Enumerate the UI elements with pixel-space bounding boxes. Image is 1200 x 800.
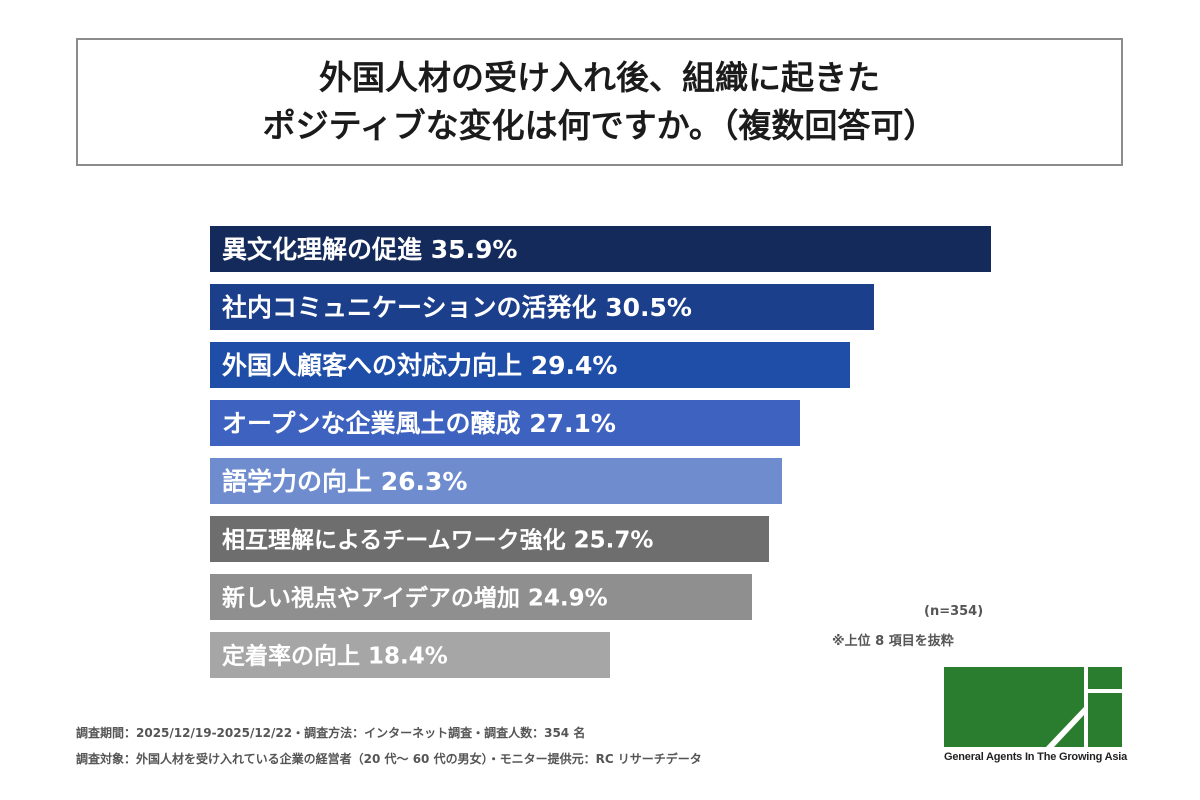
- bar-label-3: 外国人顧客への対応力向上 29.4%: [222, 351, 617, 380]
- bar-label-6: 相互理解によるチームワーク強化 25.7%: [222, 526, 653, 553]
- bar-4: [210, 400, 800, 446]
- bar-label-1: 異文化理解の促進 35.9%: [222, 235, 517, 264]
- bar-8: [210, 632, 610, 678]
- logo-diagonal-mark: [1046, 707, 1084, 747]
- extract-note: ※上位 8 項目を抜粋: [832, 634, 954, 649]
- logo-text: General Agents In The Growing Asia: [944, 751, 1128, 763]
- bar-label-4: オープンな企業風土の醸成 27.1%: [222, 409, 616, 438]
- bar-label-7: 新しい視点やアイデアの増加 24.9%: [222, 584, 608, 611]
- logo-block-right: [1088, 693, 1122, 747]
- title-box: 外国人材の受け入れ後、組織に起きた ポジティブな変化は何ですか。（複数回答可）: [76, 38, 1123, 166]
- bar-7: [210, 574, 752, 620]
- footer-survey-period: 調査期間：2025/12/19-2025/12/22・調査方法：インターネット調…: [76, 726, 586, 740]
- logo-block-top-right: [1088, 667, 1122, 689]
- company-logo: [944, 667, 1122, 747]
- bar-2: [210, 284, 874, 330]
- bar-label-2: 社内コミュニケーションの活発化 30.5%: [222, 293, 692, 322]
- chart-title-line-1: 外国人材の受け入れ後、組織に起きた: [319, 58, 880, 97]
- bar-6: [210, 516, 769, 562]
- bar-5: [210, 458, 782, 504]
- bar-3: [210, 342, 850, 388]
- bar-label-5: 語学力の向上 26.3%: [222, 467, 467, 496]
- sample-size-note: (n=354): [924, 604, 984, 619]
- bar-1: [210, 226, 991, 272]
- chart-title-line-2: ポジティブな変化は何ですか。（複数回答可）: [262, 106, 937, 145]
- bar-label-8: 定着率の向上 18.4%: [222, 642, 448, 669]
- footer-survey-target: 調査対象：外国人材を受け入れている企業の経営者（20 代〜 60 代の男女）・モ…: [76, 752, 702, 766]
